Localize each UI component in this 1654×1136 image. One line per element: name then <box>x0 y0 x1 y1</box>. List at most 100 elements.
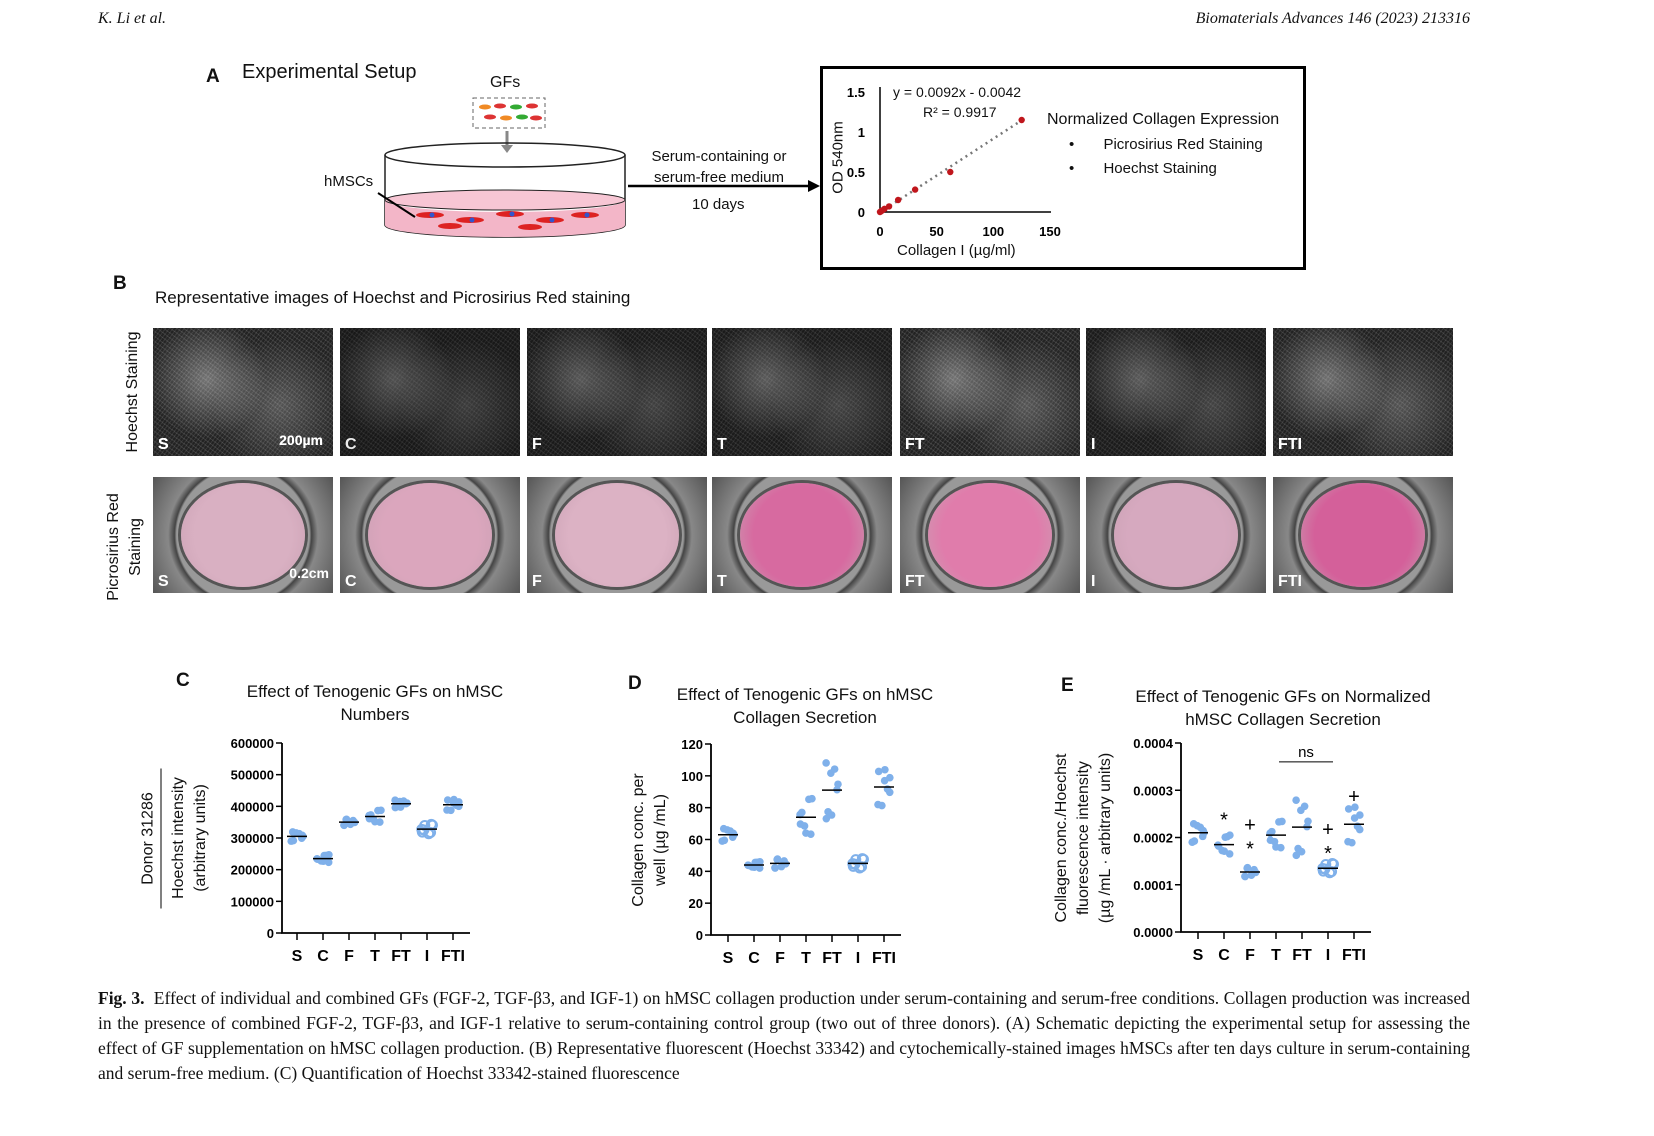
std-ytick: 1.5 <box>847 85 865 100</box>
data-point <box>798 808 806 817</box>
panel-label-b: B <box>113 273 127 294</box>
data-point <box>874 767 883 776</box>
std-ylabel: OD 540nm <box>829 121 847 194</box>
data-point <box>1241 872 1249 881</box>
significance-mark: * <box>1246 838 1254 860</box>
std-point <box>947 168 954 176</box>
chart-title-line: Collagen Secretion <box>733 708 877 727</box>
std-xlabel: Collagen I (µg/ml) <box>897 242 1016 259</box>
image-tag: FT <box>905 573 925 590</box>
running-header-journal: Biomaterials Advances 146 (2023) 213316 <box>1195 10 1470 27</box>
hoechst-image-i: I <box>1086 328 1266 456</box>
ytick-label: 100 <box>681 769 703 784</box>
data-point <box>376 818 384 826</box>
running-header-authors: K. Li et al. <box>98 10 167 27</box>
axes <box>281 743 470 934</box>
chart-title-line: Effect of Tenogenic GFs on Normalized <box>1135 687 1431 706</box>
data-point <box>1351 803 1359 812</box>
data-point <box>807 830 815 838</box>
data-point <box>834 780 842 789</box>
data-point <box>850 854 862 866</box>
ytick-label: 100000 <box>231 894 274 909</box>
medium-line-2: serum-free medium <box>653 169 785 186</box>
xtick-label: F <box>775 950 785 967</box>
data-point <box>1275 818 1283 826</box>
xtick-label: FT <box>822 950 842 967</box>
xtick-label: C <box>317 948 329 965</box>
image-tag: I <box>1091 436 1096 453</box>
significance-mark: + <box>1322 819 1334 841</box>
panel-label: E <box>1061 675 1074 696</box>
xtick-label: S <box>292 948 303 965</box>
data-point <box>288 828 297 836</box>
picrosirius-image-t: T <box>712 477 892 593</box>
data-point <box>1190 837 1199 845</box>
ytick-label: 60 <box>689 833 703 848</box>
data-point <box>447 806 455 815</box>
medium-line-1: Serum-containing or <box>651 148 787 165</box>
image-tag: T <box>717 573 727 590</box>
well <box>368 483 492 587</box>
xtick-label: S <box>723 950 734 967</box>
picrosirius-image-i: I <box>1086 477 1266 593</box>
chart-title-line: Numbers <box>340 705 410 724</box>
data-point <box>1243 864 1251 872</box>
xtick-label: FT <box>1292 947 1312 964</box>
ytick-label: 600000 <box>231 736 274 751</box>
panel-label: C <box>176 670 190 691</box>
data-point <box>1247 871 1256 880</box>
xtick-label: FTI <box>872 950 896 967</box>
data-point <box>878 801 886 810</box>
row-label-line: Staining <box>127 518 144 576</box>
data-point <box>1198 832 1207 841</box>
data-point <box>1348 838 1356 847</box>
standard-curve-plot: 1.5 1 0.5 00 50 100 150 <box>847 85 1061 239</box>
std-ytick: 0.5 <box>847 165 865 180</box>
data-point <box>719 824 728 833</box>
significance-mark: + <box>1348 786 1360 808</box>
data-point <box>403 799 411 807</box>
data-point <box>886 773 894 782</box>
xtick-label: I <box>856 950 860 967</box>
xtick-label: S <box>1193 947 1204 964</box>
data-point <box>391 796 399 804</box>
significance-mark: + <box>1244 814 1256 836</box>
medium-label: Serum-containing or serum-free medium <box>630 146 808 188</box>
picrosirius-image-ft: FT <box>900 477 1080 593</box>
xtick-label: T <box>1271 947 1281 964</box>
ytick-label: 0.0001 <box>1133 878 1173 893</box>
data-point <box>1344 805 1353 813</box>
data-point <box>396 803 405 811</box>
data-point <box>827 769 835 777</box>
well <box>928 483 1052 587</box>
std-ytick: 1 <box>858 125 865 140</box>
data-point <box>805 795 813 804</box>
data-point <box>367 811 375 819</box>
hoechst-image-f: F <box>527 328 707 456</box>
data-point <box>443 796 452 804</box>
chart-title: Effect of Tenogenic GFs on hMSC Collagen … <box>677 683 933 729</box>
ytick-label: 0.0000 <box>1133 925 1173 940</box>
image-tag: F <box>532 436 542 453</box>
image-tag: I <box>1091 573 1096 590</box>
legend-label: Hoechst Staining <box>1103 160 1217 177</box>
xtick-label: F <box>1245 947 1255 964</box>
xtick-label: F <box>344 948 354 965</box>
legend-label: Picrosirius Red Staining <box>1103 136 1263 153</box>
data-point <box>297 834 306 843</box>
hoechst-image-t: T <box>712 328 892 456</box>
significance-mark: * <box>1324 843 1332 865</box>
std-xtick: 0 <box>876 224 883 239</box>
data-point <box>320 851 329 860</box>
image-tag: FT <box>905 436 925 453</box>
std-xtick: 50 <box>929 224 943 239</box>
std-point <box>894 196 902 204</box>
ytick-label: 20 <box>689 896 703 911</box>
caption-text: Effect of individual and combined GFs (F… <box>98 988 1470 1083</box>
data-point <box>755 864 764 872</box>
data-point <box>1297 847 1306 856</box>
row-label-picrosirius: Picrosirius Red Staining <box>103 482 147 612</box>
